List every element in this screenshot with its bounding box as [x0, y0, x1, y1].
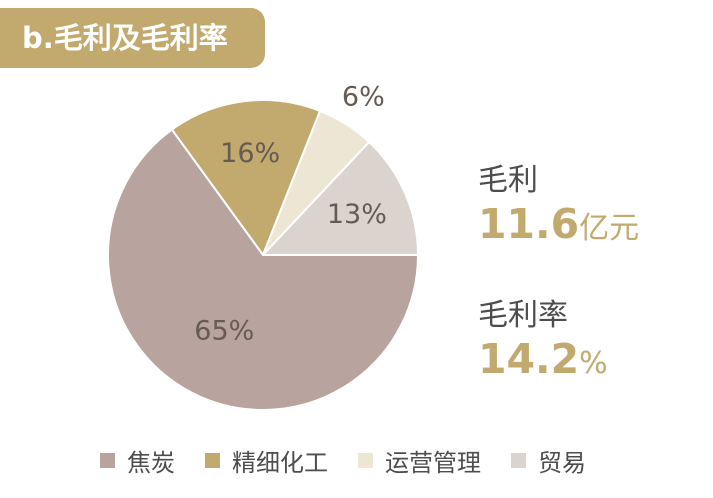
gross-profit-value: 11.6 — [478, 200, 580, 248]
gross-profit-label: 毛利 — [478, 163, 538, 198]
gross-margin-value-row: 14.2% — [478, 335, 608, 383]
pie-label-1: 6% — [342, 81, 385, 112]
legend-swatch-trade — [511, 452, 526, 468]
legend-item-coke: 焦炭 — [100, 443, 175, 478]
pie-slice-2 — [260, 140, 420, 256]
legend-label-operations-management: 运营管理 — [385, 448, 481, 477]
legend-item-trade: 贸易 — [511, 443, 586, 478]
gross-margin-value: 14.2 — [478, 335, 580, 383]
pie-label-3: 65% — [194, 315, 254, 346]
pie-slice-0 — [170, 99, 322, 258]
legend-label-trade: 贸易 — [538, 448, 586, 477]
gross-profit-unit: 亿元 — [579, 211, 640, 246]
gross-profit-value-row: 11.6亿元 — [478, 200, 639, 248]
legend-swatch-operations-management — [358, 452, 373, 468]
chart-legend: 焦炭 精细化工 运营管理 贸易 — [100, 440, 660, 480]
chart-title-tab: b.毛利及毛利率 — [0, 8, 265, 68]
legend-label-fine-chemicals: 精细化工 — [232, 448, 328, 477]
pie-label-0: 16% — [220, 138, 280, 169]
legend-swatch-coke — [100, 452, 115, 468]
pie-label-2: 13% — [327, 199, 387, 230]
pie-slice-3 — [107, 128, 420, 411]
legend-item-operations-management: 运营管理 — [358, 443, 481, 478]
legend-item-fine-chemicals: 精细化工 — [205, 443, 328, 478]
legend-label-coke: 焦炭 — [127, 448, 175, 477]
chart-title: b.毛利及毛利率 — [22, 21, 228, 55]
legend-swatch-fine-chemicals — [205, 452, 220, 468]
gross-margin-label: 毛利率 — [478, 298, 568, 333]
gross-margin-unit: % — [579, 346, 608, 381]
